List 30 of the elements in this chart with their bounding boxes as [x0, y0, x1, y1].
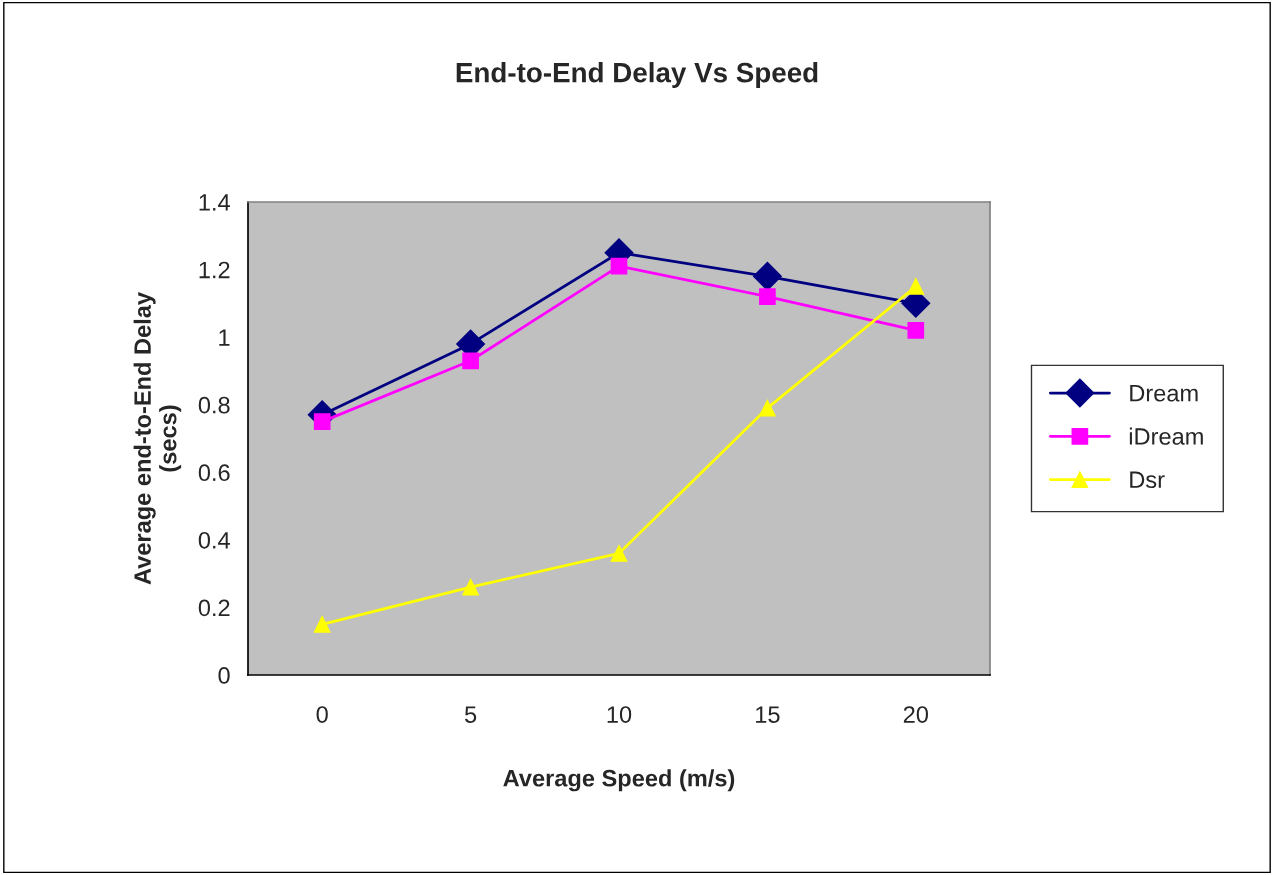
- point: [759, 288, 776, 305]
- x-tick-label: 10: [607, 706, 632, 723]
- point: [462, 578, 479, 596]
- y-tick-label: 0.4: [198, 531, 230, 549]
- x-tick-label: 15: [756, 706, 780, 723]
- point: [610, 257, 628, 275]
- y-tick-label: 0.6: [198, 464, 230, 482]
- legend-label: iDream: [1129, 427, 1203, 445]
- point: [752, 261, 782, 291]
- x-tick-label: 0: [316, 706, 328, 723]
- point: [462, 352, 479, 370]
- y-tick-label: 1.2: [199, 261, 230, 279]
- y-tick-label: 1: [219, 329, 230, 346]
- y-tick-label: 0.8: [198, 396, 230, 414]
- legend-label: Dream: [1130, 385, 1198, 402]
- x-tick-label: 5: [464, 706, 477, 723]
- point: [907, 322, 925, 339]
- point: [313, 413, 331, 430]
- y-tick-label: 0.2: [198, 599, 230, 617]
- point: [610, 545, 628, 562]
- legend-label: Dsr: [1130, 471, 1165, 489]
- y-tick-label: 1.4: [199, 194, 230, 211]
- y-tick-label: 0: [218, 667, 230, 684]
- point: [313, 615, 331, 633]
- x-tick-label: 20: [903, 706, 929, 723]
- y-axis-title: Average end-to-End Delay (secs): [133, 292, 182, 585]
- point: [759, 399, 776, 417]
- point: [907, 278, 925, 295]
- x-axis-title: Average Speed (m/s): [503, 769, 735, 792]
- chart-title: End-to-End Delay Vs Speed: [456, 62, 818, 88]
